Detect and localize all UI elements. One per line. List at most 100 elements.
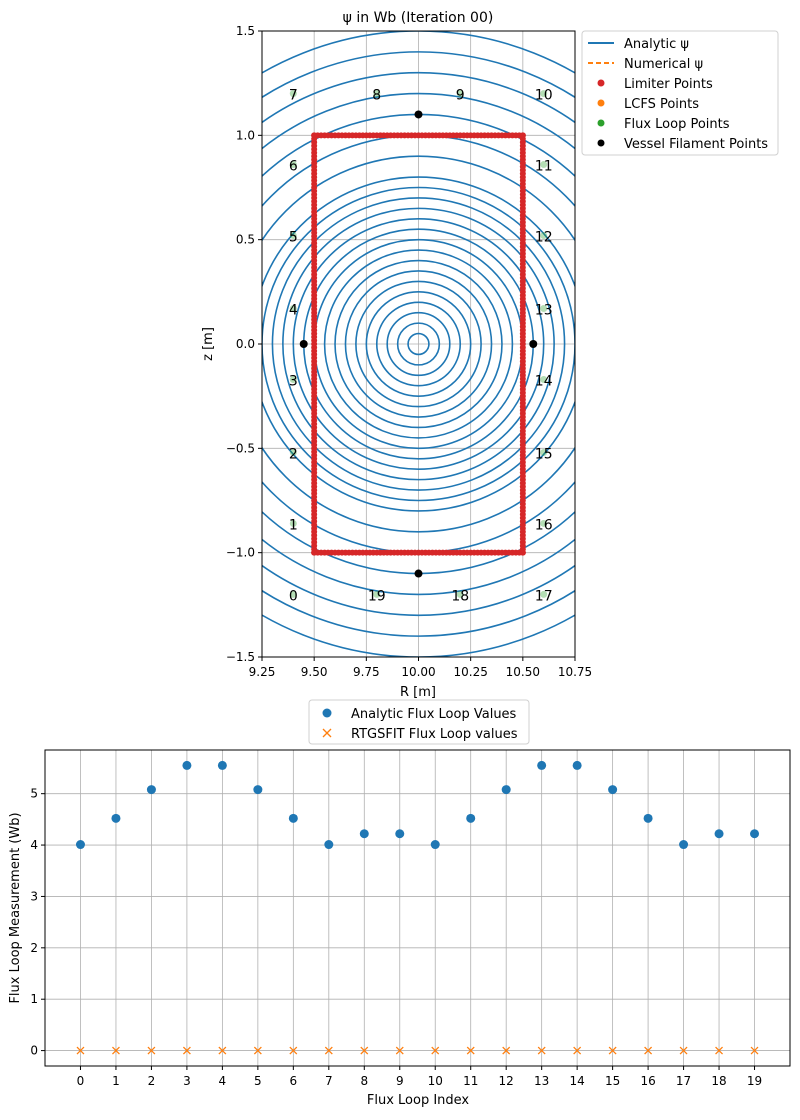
flux-loop-x-ticks: 0 1 2 3 4 5 6 7 8 9 10 11 12 13 14 15 16 17 18 19: [77, 1066, 762, 1088]
contour-legend-label: Numerical ψ: [624, 57, 703, 72]
flux-loop-y-tick-label: 4: [30, 838, 38, 852]
analytic-flux-loop-point: [75, 840, 85, 850]
flux-loop-label: 0: [289, 588, 298, 604]
flux-loop-x-label: Flux Loop Index: [367, 1093, 470, 1108]
analytic-psi-contour: [271, 197, 566, 491]
analytic-flux-loop-point: [146, 785, 156, 795]
flux-loop-point: [373, 590, 381, 598]
contour-legend-label: Limiter Points: [624, 77, 713, 92]
analytic-flux-loop-point: [430, 840, 440, 850]
analytic-flux-loop-point: [111, 813, 121, 823]
rtgsfit-flux-loop-point: [111, 1046, 120, 1055]
flux-loop-label: 2: [289, 447, 298, 463]
vessel-filament-point: [529, 340, 538, 348]
flux-loop-x-tick-label: 15: [605, 1074, 620, 1088]
contour-y-label: z [m]: [201, 327, 216, 361]
flux-loop-label: 16: [535, 517, 553, 533]
flux-loop-label: 6: [289, 159, 298, 175]
flux-loop-point: [289, 305, 297, 313]
contour-x-label: R [m]: [400, 685, 436, 700]
flux-loop-label: 10: [535, 88, 553, 104]
rtgsfit-flux-loop-point: [395, 1046, 404, 1055]
legend-x-marker: [322, 728, 332, 738]
flux-loop-point: [289, 161, 297, 169]
flux-loop-x-tick-label: 3: [183, 1074, 191, 1088]
rtgsfit-flux-loop-point: [715, 1046, 724, 1055]
flux-loop-y-tick-label: 1: [30, 992, 38, 1006]
flux-loop-x-tick-label: 7: [325, 1074, 333, 1088]
contour-legend: Analytic ψ Numerical ψ Limiter Points LCFS …: [581, 30, 779, 156]
analytic-flux-loop-point: [288, 813, 298, 823]
flux-loop-y-tick-label: 2: [30, 941, 38, 955]
analytic-flux-loop-point: [608, 785, 618, 795]
legend-dot-marker: [597, 79, 605, 87]
flux-loop-x-tick-label: 0: [77, 1074, 85, 1088]
rtgsfit-flux-loop-point: [76, 1046, 85, 1055]
vessel-filament-points: [299, 110, 538, 578]
flux-loop-x-tick-label: 17: [676, 1074, 691, 1088]
flux-loop-label: 7: [289, 88, 298, 104]
contour-x-tick-label: 10.50: [506, 665, 540, 679]
analytic-flux-loop-point: [501, 785, 511, 795]
analytic-psi-contour: [262, 186, 575, 502]
contour-legend-label: Analytic ψ: [624, 37, 689, 52]
flux-loop-label: 8: [372, 88, 381, 104]
contour-y-tick-label: −0.5: [226, 441, 255, 455]
flux-loop-point: [289, 519, 297, 527]
flux-loop-legend: Analytic Flux Loop Values RTGSFIT Flux Lo…: [308, 699, 530, 745]
rtgsfit-flux-loop-point: [218, 1046, 227, 1055]
analytic-psi-contour: [365, 291, 472, 397]
analytic-psi-contour: [262, 155, 575, 533]
flux-loop-axes-frame: [44, 749, 791, 1067]
analytic-psi-contour: [262, 72, 575, 616]
analytic-flux-loop-point: [572, 760, 582, 770]
flux-loop-point: [456, 90, 464, 98]
analytic-flux-loop-point: [679, 840, 689, 850]
rtgsfit-flux-loop-point: [679, 1046, 688, 1055]
flux-loop-y-tick-label: 5: [30, 787, 38, 801]
analytic-psi-contour: [323, 249, 514, 439]
rtgsfit-flux-loop-point: [608, 1046, 617, 1055]
vessel-filament-point: [414, 110, 423, 119]
rtgsfit-flux-loop-point: [431, 1046, 440, 1055]
flux-loop-x-tick-label: 13: [534, 1074, 549, 1088]
flux-loop-x-tick-label: 6: [290, 1074, 298, 1088]
flux-loop-label: 14: [535, 373, 553, 389]
analytic-flux-loop-point: [253, 785, 263, 795]
flux-loop-legend-label: Analytic Flux Loop Values: [351, 707, 517, 722]
contour-x-tick-label: 10.00: [401, 665, 435, 679]
analytic-flux-loop-point: [217, 760, 227, 770]
flux-loop-label: 1: [289, 517, 298, 533]
analytic-flux-loop-point: [537, 760, 547, 770]
analytic-psi-contour: [407, 332, 430, 356]
rtgsfit-flux-loop-point: [324, 1046, 333, 1055]
contour-y-tick-label: 0.5: [236, 233, 255, 247]
flux-loop-plot: Analytic Flux Loop Values RTGSFIT Flux Lo…: [8, 699, 791, 1108]
flux-loop-x-tick-label: 19: [747, 1074, 762, 1088]
flux-loop-x-tick-label: 14: [570, 1074, 585, 1088]
flux-loop-point: [289, 449, 297, 457]
contour-y-tick-label: −1.5: [226, 650, 255, 664]
flux-loop-label: 5: [289, 229, 298, 245]
flux-loop-point: [289, 90, 297, 98]
contour-y-tick-label: 0.0: [236, 337, 255, 351]
flux-loop-label: 17: [535, 588, 553, 604]
analytic-flux-loop-point: [643, 813, 653, 823]
analytic-psi-contour: [262, 92, 575, 596]
rtgsfit-flux-loop-point: [502, 1046, 511, 1055]
limiter-point: [519, 132, 526, 139]
flux-loop-point: [373, 90, 381, 98]
flux-loop-label: 4: [289, 303, 298, 319]
flux-loop-x-tick-label: 4: [219, 1074, 227, 1088]
flux-loop-legend-box: [308, 699, 530, 745]
flux-loop-x-tick-label: 18: [711, 1074, 726, 1088]
flux-loop-label: 13: [535, 303, 553, 319]
analytic-psi-contour: [375, 301, 462, 387]
flux-loop-x-tick-label: 8: [360, 1074, 368, 1088]
flux-loop-x-tick-label: 11: [463, 1074, 478, 1088]
flux-loop-points-series: [75, 760, 760, 1055]
rtgsfit-flux-loop-point: [466, 1046, 475, 1055]
flux-loop-point: [540, 590, 548, 598]
flux-loop-y-tick-label: 3: [30, 889, 38, 903]
flux-loop-point: [289, 590, 297, 598]
